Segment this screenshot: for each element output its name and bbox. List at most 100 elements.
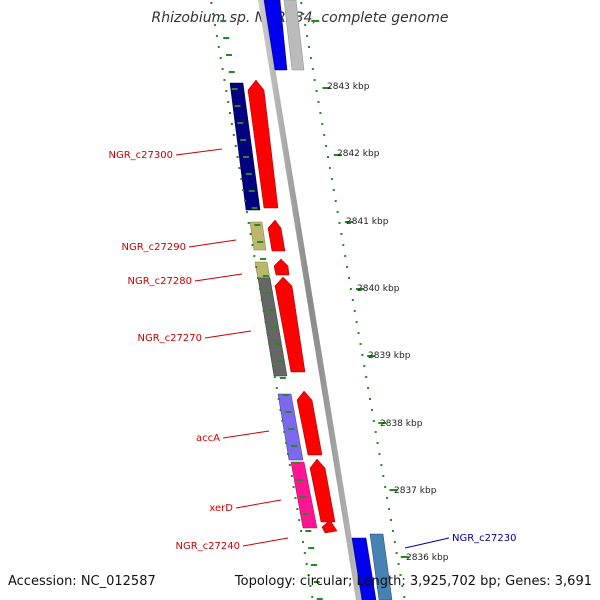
guide-dot <box>298 519 301 521</box>
leader-line <box>404 537 450 549</box>
gene-block[interactable] <box>283 0 305 71</box>
guide-dot <box>260 299 263 301</box>
guide-dot <box>272 365 275 367</box>
guide-dot <box>376 442 379 444</box>
scale-label-2836: 2836 kbp <box>406 553 449 563</box>
guide-dot <box>359 343 362 345</box>
tick-mark <box>294 462 300 464</box>
topology-text: Topology: circular; Length: 3,925,702 bp… <box>234 574 592 589</box>
tick-mark <box>234 105 241 107</box>
leader-line <box>222 430 270 439</box>
guide-dot <box>332 189 335 191</box>
guide-dot <box>390 519 392 521</box>
gene-block[interactable] <box>229 82 261 211</box>
tick-mark <box>313 581 320 583</box>
gene-label-xerD[interactable]: xerD <box>209 503 233 514</box>
guide-dot <box>380 464 383 466</box>
gene-label-NGR_c27230[interactable]: NGR_c27230 <box>452 533 517 544</box>
guide-dot <box>287 453 289 455</box>
guide-dot <box>393 541 396 543</box>
guide-dot <box>236 156 239 158</box>
guide-dot <box>302 541 304 543</box>
dotted-guides <box>210 2 406 598</box>
guide-dot <box>309 57 312 59</box>
tick-mark <box>262 275 269 277</box>
scale-label-2838: 2838 kbp <box>380 419 423 429</box>
guide-dot <box>270 354 273 356</box>
guide-dot <box>244 200 246 202</box>
tick-mark <box>282 394 289 396</box>
accession-text: Accession: NC_012587 <box>8 574 156 589</box>
gene-label-NGR_c27270[interactable]: NGR_c27270 <box>138 333 203 344</box>
cds-arrow[interactable] <box>321 519 338 534</box>
guide-dot <box>348 277 350 279</box>
guide-dot <box>340 233 343 235</box>
guide-dot <box>290 475 293 477</box>
gene-leader-lines <box>175 148 450 549</box>
guide-dot <box>372 420 375 422</box>
guide-dot <box>336 211 339 213</box>
guide-dot <box>305 563 308 565</box>
guide-dot <box>367 387 370 389</box>
guide-dot <box>311 596 314 598</box>
cds-arrow[interactable] <box>309 458 336 523</box>
gene-label-NGR_c27240[interactable]: NGR_c27240 <box>176 541 241 552</box>
scale-label-2839: 2839 kbp <box>368 351 411 361</box>
cds-arrow[interactable] <box>267 219 286 252</box>
gene-label-NGR_c27300[interactable]: NGR_c27300 <box>109 150 174 161</box>
scale-labels: 2843 kbp 2842 kbp 2841 kbp 2840 kbp 2839… <box>327 82 449 563</box>
guide-dot <box>311 68 314 70</box>
guide-dot <box>363 365 366 367</box>
guide-dot <box>230 123 233 125</box>
guide-dot <box>249 233 252 235</box>
feature-track <box>229 0 393 600</box>
scale-label-2840: 2840 kbp <box>357 284 400 294</box>
guide-dot <box>353 310 356 312</box>
tick-mark <box>344 221 353 223</box>
guide-dot <box>285 442 288 444</box>
cds-arrow[interactable] <box>247 79 279 209</box>
tick-mark <box>302 513 309 515</box>
guide-dot <box>344 255 347 257</box>
guide-dot <box>225 90 228 92</box>
tick-mark <box>257 241 264 243</box>
guide-dot <box>234 145 237 147</box>
cds-arrow[interactable] <box>274 276 306 373</box>
guide-dot <box>257 277 260 279</box>
guide-dot <box>238 167 241 169</box>
tick-mark <box>322 87 331 89</box>
guide-dot <box>399 574 402 576</box>
guide-dot <box>273 376 276 378</box>
guide-dot <box>227 101 230 103</box>
guide-dot <box>275 387 278 389</box>
tick-mark <box>260 258 266 260</box>
gene-label-accA[interactable]: accA <box>196 433 220 444</box>
guide-dot <box>403 596 406 598</box>
guide-dot <box>321 123 324 125</box>
guide-dot <box>306 35 309 37</box>
tick-mark <box>265 292 272 294</box>
tick-mark <box>291 445 298 447</box>
guide-dot <box>264 321 267 323</box>
gene-block[interactable] <box>351 537 377 600</box>
gene-labels-right: NGR_c27230 <box>452 533 517 544</box>
guide-dot <box>384 486 387 488</box>
gene-label-NGR_c27280[interactable]: NGR_c27280 <box>128 276 193 287</box>
scale-label-2841: 2841 kbp <box>346 217 389 227</box>
guide-dot <box>391 530 394 532</box>
guide-dot <box>313 79 316 81</box>
guide-dot <box>338 222 341 224</box>
gene-block[interactable] <box>369 533 393 600</box>
gene-label-NGR_c27290[interactable]: NGR_c27290 <box>122 242 187 253</box>
guide-dot <box>302 13 305 15</box>
tick-mark <box>333 154 342 156</box>
cds-arrow[interactable] <box>296 390 323 456</box>
cds-arrow[interactable] <box>273 258 290 276</box>
tick-mark <box>296 479 303 481</box>
guide-dot <box>232 134 235 136</box>
guide-dot <box>262 310 265 312</box>
guide-dot <box>369 398 371 400</box>
leader-line <box>194 273 243 282</box>
tick-mark <box>243 156 249 158</box>
gene-block[interactable] <box>263 0 288 71</box>
